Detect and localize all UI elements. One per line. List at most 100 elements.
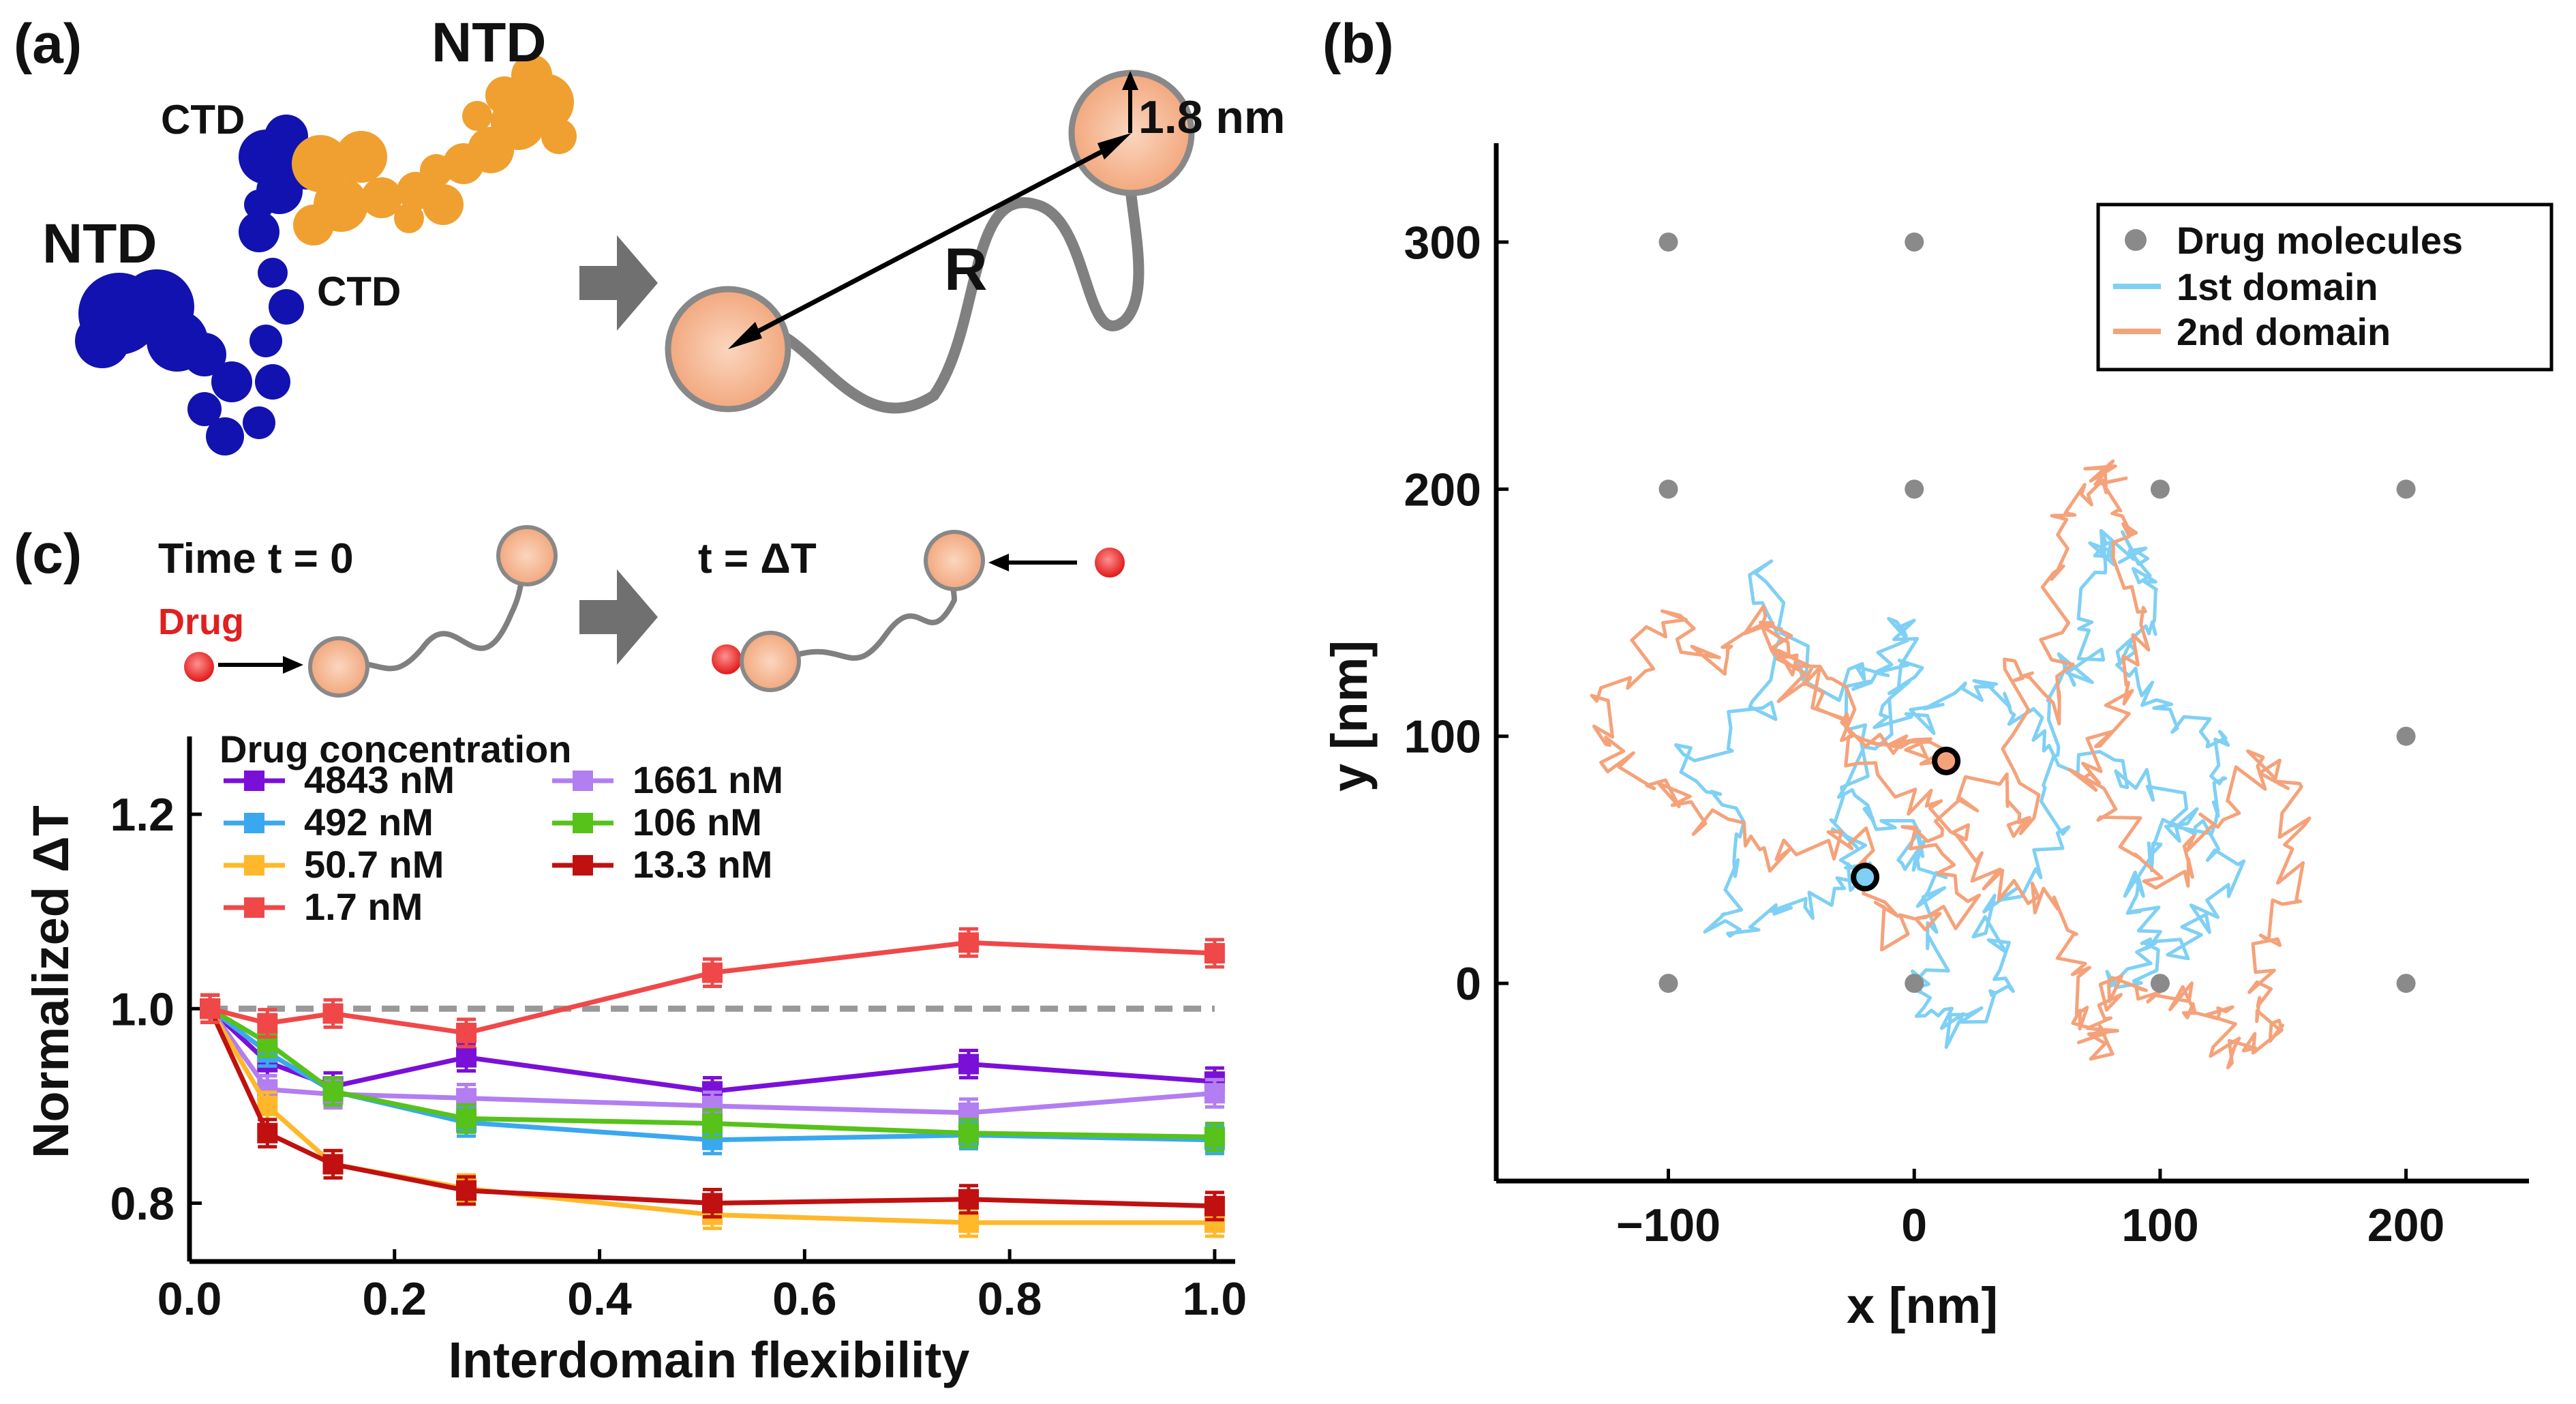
drug-molecule-point [2396, 479, 2416, 499]
domain-1-t0 [308, 636, 369, 698]
chart-c-data-point [958, 1054, 979, 1075]
chart-b-y-tick-label: 0 [1455, 958, 1481, 1010]
chart-b-x-tick-label: 0 [1901, 1199, 1927, 1251]
chart-c-data-point [257, 1013, 278, 1034]
chart-c-legend-marker [244, 813, 264, 833]
chart-b-y-tick-label: 300 [1404, 217, 1481, 269]
bond-label-r: R [944, 235, 988, 303]
drug-molecule-point [1658, 974, 1678, 994]
chart-c-data-point [702, 1193, 723, 1214]
chart-b-ylabel: y [nm] [1321, 640, 1378, 792]
chart-c-legend-marker [244, 771, 264, 791]
chart-c-data-point [456, 1180, 477, 1201]
chart-c-y-tick-label: 1.2 [110, 789, 175, 841]
drug-label: Drug [158, 601, 244, 642]
drug-molecule-bound [712, 644, 742, 674]
chart-c-legend-label: 4843 nM [304, 758, 455, 801]
chart-b: (b) x [nm] y [nm] −100 0 100 200 0 100 200 300 D… [1321, 13, 2554, 1334]
linker-a [758, 138, 1145, 414]
panel-a: (a) NTD NTD CTD CTD [14, 12, 1285, 455]
chart-c-data-point [257, 1122, 278, 1144]
radius-arrow [1122, 71, 1138, 133]
chart-c-ylabel: Normalized ΔT [22, 805, 79, 1159]
chart-c-legend-marker [244, 855, 264, 876]
blue-protein-structure [75, 115, 326, 455]
chart-c-legend-marker [573, 855, 593, 876]
chart-b-legend-label: 1st domain [2177, 265, 2378, 308]
chart-b-legend-drug-marker [2125, 229, 2147, 251]
chart-c: Interdomain flexibility Normalized ΔT Dr… [22, 728, 1247, 1388]
chart-c-legend-marker [244, 897, 264, 918]
trajectory-start-marker [1932, 746, 1961, 775]
panel-label-b: (b) [1322, 13, 1394, 75]
chart-c-data-point [702, 962, 723, 983]
panel-c-schematic: (c) Time t = 0 t = ΔT Drug [14, 523, 1125, 698]
drug-approach-arrow-2 [988, 554, 1077, 571]
chart-c-legend-title: Drug concentration [219, 728, 571, 771]
chart-b-y-tick-label: 200 [1404, 464, 1481, 516]
chart-c-legend-label: 13.3 nM [633, 843, 772, 886]
chart-c-y-tick-label: 1.0 [110, 983, 175, 1035]
drug-molecule-free [1095, 548, 1125, 578]
drug-molecule-point [1905, 974, 1924, 994]
transform-arrow-a [579, 235, 658, 331]
drug-molecule-point [2150, 479, 2170, 499]
chart-b-legend-label: 2nd domain [2177, 310, 2391, 353]
chart-c-data-point [1204, 1195, 1225, 1216]
chart-c-data-point [322, 1081, 344, 1102]
chart-c-data-point [456, 1022, 477, 1043]
drug-molecule-point [2396, 726, 2416, 746]
chart-b-legend-box [2096, 203, 2554, 372]
chart-c-data-point [1204, 1083, 1225, 1104]
ntd-left-label: NTD [42, 213, 157, 275]
drug-molecule-point [1658, 479, 1678, 499]
chart-c-legend-label: 1.7 nM [304, 885, 423, 928]
panel-label-c: (c) [14, 523, 82, 585]
chart-c-x-tick-label: 0.2 [363, 1273, 427, 1325]
chart-c-data-point [1204, 1126, 1225, 1148]
chart-c-data-point [702, 1113, 723, 1134]
chart-c-legend-label: 50.7 nM [304, 843, 444, 886]
chart-c-x-tick-label: 0.0 [157, 1273, 222, 1325]
chart-c-data-point [958, 1122, 979, 1144]
time-delta-label: t = ΔT [698, 535, 817, 582]
panel-label-a: (a) [14, 13, 82, 75]
chart-c-legend-marker [573, 771, 593, 791]
drug-molecule-t0 [184, 652, 214, 682]
domain-1-tT [740, 631, 801, 692]
chart-c-data-point [456, 1047, 477, 1068]
transform-arrow-c [579, 569, 658, 665]
chart-c-legend-marker [573, 813, 593, 833]
trajectory-2nd-domain [1590, 459, 2312, 1070]
chart-c-data-point [1204, 942, 1225, 964]
chart-c-x-tick-label: 0.6 [772, 1273, 837, 1325]
chart-b-y-tick-label: 100 [1404, 711, 1481, 763]
drug-molecule-point [1905, 479, 1924, 499]
chart-b-xlabel: x [nm] [1847, 1277, 1998, 1334]
chart-c-data-point [200, 998, 221, 1019]
drug-molecule-point [1905, 232, 1924, 252]
chart-b-x-tick-label: 100 [2121, 1199, 2198, 1251]
chart-b-x-tick-label: 200 [2367, 1199, 2444, 1251]
orange-protein-structure [292, 55, 577, 245]
chart-c-legend-label: 492 nM [304, 801, 434, 843]
chart-c-x-tick-label: 1.0 [1183, 1273, 1247, 1325]
ctd-mid-label: CTD [317, 269, 401, 314]
chart-c-data-point [958, 1212, 979, 1233]
chart-c-legend-label: 106 nM [633, 801, 762, 843]
time-zero-label: Time t = 0 [158, 535, 354, 582]
chart-c-data-point [456, 1108, 477, 1129]
drug-approach-arrow [218, 656, 303, 674]
drug-molecule-point [2396, 974, 2416, 994]
chart-c-data-point [322, 1154, 344, 1175]
chart-b-legend-drug-label: Drug molecules [2177, 219, 2463, 262]
chart-c-x-tick-label: 0.8 [978, 1273, 1042, 1325]
chart-c-xlabel: Interdomain flexibility [449, 1332, 970, 1388]
drug-molecule-point [1658, 232, 1678, 252]
chart-c-y-tick-label: 0.8 [110, 1178, 175, 1229]
chart-b-x-tick-label: −100 [1616, 1199, 1721, 1251]
domain-2-t0 [496, 525, 558, 586]
domain-2-tT [924, 530, 985, 591]
linker-c-t0 [333, 557, 534, 672]
